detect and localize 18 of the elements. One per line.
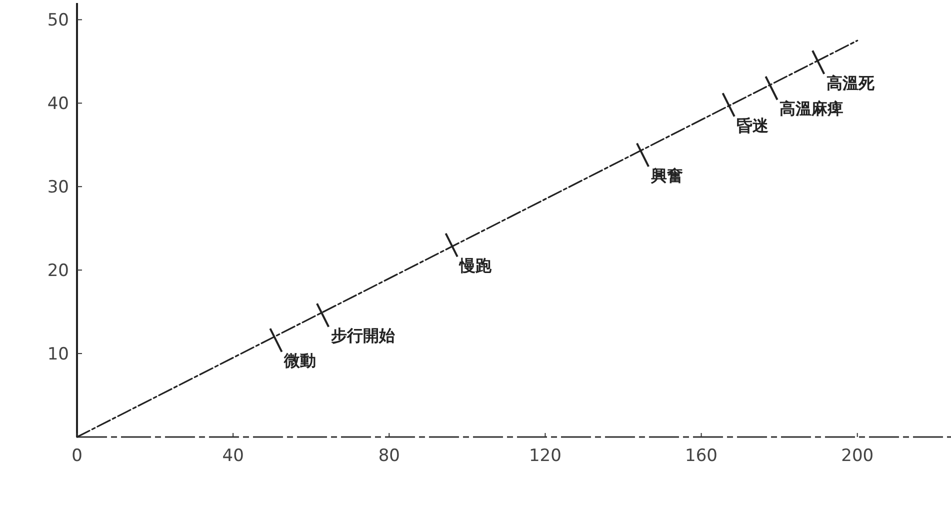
x-tick-label: 160 (685, 446, 718, 466)
y-tick-label: 50 (47, 10, 69, 31)
y-tick-label: 40 (47, 94, 69, 114)
annotation: 興奮 (650, 166, 683, 185)
annotation: 步行開始 (330, 326, 396, 346)
annotation: 高溫死 (826, 73, 876, 92)
annotation: 高溫麻痺 (780, 99, 844, 118)
x-tick-label: 80 (378, 446, 400, 466)
annotation: 微動 (282, 351, 316, 370)
x-tick-label: 0 (72, 446, 82, 466)
x-tick-label: 200 (841, 446, 874, 466)
annotation: 慢跑 (458, 256, 493, 276)
annotation: 昏迷 (736, 116, 769, 135)
x-tick-label: 40 (222, 446, 244, 466)
y-tick-label: 10 (47, 344, 69, 365)
y-tick-label: 20 (47, 261, 69, 282)
x-tick-label: 120 (528, 446, 562, 466)
y-tick-label: 30 (47, 178, 69, 198)
